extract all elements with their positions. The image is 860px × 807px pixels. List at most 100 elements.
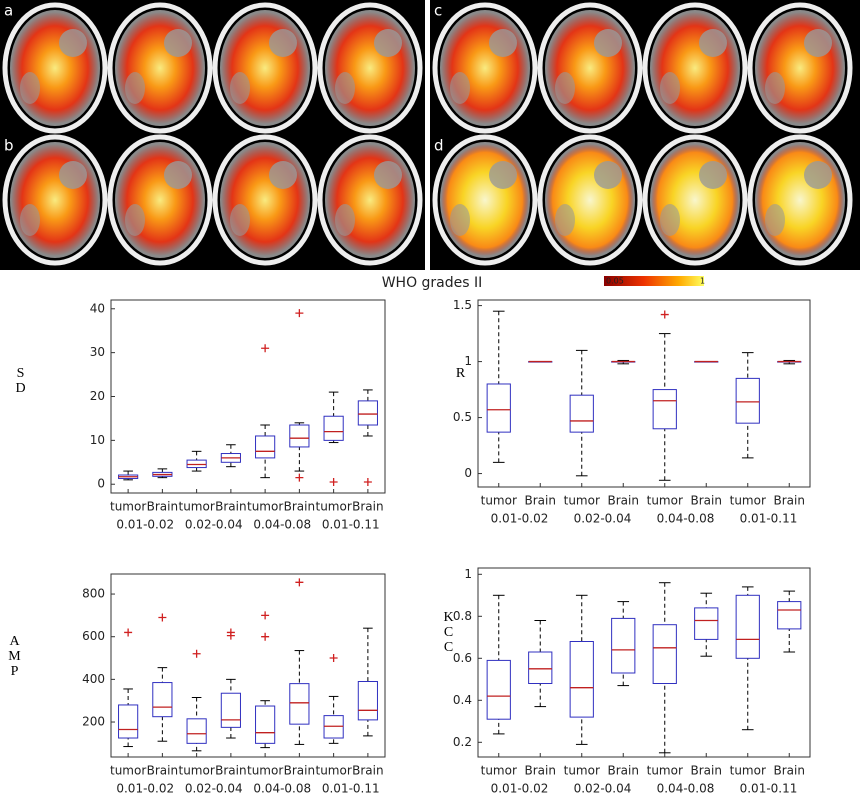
- activation: [756, 144, 844, 256]
- x-tick-label: tumor: [564, 764, 600, 778]
- box: [357, 400, 378, 426]
- x-tick-label: Brain: [691, 764, 722, 778]
- skull: [642, 134, 748, 266]
- group-label: 0.01-0.02: [116, 518, 174, 532]
- activation: [269, 29, 297, 57]
- x-tick-label: tumor: [178, 500, 214, 514]
- activation: [125, 72, 145, 104]
- activation: [59, 161, 87, 189]
- activation: [164, 29, 192, 57]
- outlier: [329, 654, 338, 663]
- box: [528, 651, 553, 684]
- x-tick-label: Brain: [525, 494, 556, 508]
- panel-label: c: [434, 2, 442, 20]
- activation: [804, 161, 832, 189]
- x-tick-label: Brain: [215, 764, 246, 778]
- group-label: 0.01-0.11: [322, 518, 380, 532]
- skull: [432, 2, 538, 134]
- plot-frame: [477, 567, 811, 758]
- activation: [11, 144, 99, 256]
- activation: [116, 144, 204, 256]
- y-tick-label: 400: [82, 672, 105, 686]
- y-tick-label: 0.5: [453, 410, 472, 424]
- y-tick-label: 0.6: [453, 651, 472, 665]
- y-tick-label: 30: [90, 345, 105, 359]
- x-tick-label: tumor: [730, 764, 766, 778]
- box: [777, 601, 802, 630]
- activation: [20, 204, 40, 236]
- skull: [537, 134, 643, 266]
- box: [118, 704, 139, 739]
- plot-frame: [110, 299, 386, 494]
- box: [186, 459, 207, 469]
- activation: [450, 72, 470, 104]
- outlier: [261, 344, 270, 353]
- x-tick-label: tumor: [730, 494, 766, 508]
- x-tick-label: tumor: [178, 764, 214, 778]
- x-tick-label: Brain: [691, 494, 722, 508]
- skull: [537, 2, 643, 134]
- activation: [546, 144, 634, 256]
- outlier: [295, 309, 304, 318]
- outlier: [261, 632, 270, 641]
- group-label: 0.01-0.02: [116, 782, 174, 796]
- skull: [2, 2, 108, 134]
- activation: [765, 72, 785, 104]
- group-label: 0.04-0.08: [657, 782, 715, 796]
- activation: [804, 29, 832, 57]
- skull: [747, 134, 853, 266]
- x-tick-label: tumor: [481, 764, 517, 778]
- box: [652, 389, 677, 430]
- box: [652, 624, 677, 685]
- y-tick-label: 1.5: [453, 298, 472, 312]
- panel-label: b: [4, 137, 14, 155]
- activation: [20, 72, 40, 104]
- y-tick-label: 200: [82, 715, 105, 729]
- y-tick-label: 1: [464, 567, 472, 581]
- figure-title: WHO grades II: [382, 275, 483, 291]
- x-tick-label: Brain: [147, 500, 178, 514]
- activation: [765, 204, 785, 236]
- skull: [317, 2, 423, 134]
- x-tick-label: Brain: [608, 494, 639, 508]
- group-label: 0.04-0.08: [253, 518, 311, 532]
- group-label: 0.01-0.11: [740, 512, 798, 526]
- x-tick-label: tumor: [247, 500, 283, 514]
- y-tick-label: 800: [82, 587, 105, 601]
- box: [569, 641, 594, 718]
- x-tick-label: Brain: [284, 500, 315, 514]
- x-tick-label: tumor: [647, 494, 683, 508]
- x-tick-label: Brain: [352, 764, 383, 778]
- activation: [230, 72, 250, 104]
- activation: [164, 161, 192, 189]
- y-axis-label: SD: [13, 366, 28, 396]
- activation: [546, 12, 634, 124]
- box: [486, 383, 511, 433]
- x-tick-label: tumor: [247, 764, 283, 778]
- box: [255, 435, 276, 459]
- activation: [489, 161, 517, 189]
- x-tick-label: tumor: [315, 764, 351, 778]
- outlier: [158, 613, 167, 622]
- y-axis-label: KCC: [441, 610, 456, 655]
- skull: [212, 2, 318, 134]
- activation: [326, 144, 414, 256]
- skull: [212, 134, 318, 266]
- outlier: [295, 473, 304, 482]
- group-label: 0.01-0.02: [491, 782, 549, 796]
- group-label: 0.01-0.11: [740, 782, 798, 796]
- group-label: 0.04-0.08: [657, 512, 715, 526]
- outlier: [261, 611, 270, 620]
- activation: [374, 29, 402, 57]
- x-tick-label: tumor: [110, 500, 146, 514]
- activation: [594, 29, 622, 57]
- skull: [107, 134, 213, 266]
- box: [255, 705, 276, 744]
- y-tick-label: 0.4: [453, 693, 472, 707]
- activation: [555, 72, 575, 104]
- x-tick-label: tumor: [564, 494, 600, 508]
- y-tick-label: 0: [464, 466, 472, 480]
- box: [323, 415, 344, 441]
- activation: [594, 161, 622, 189]
- skull: [432, 134, 538, 266]
